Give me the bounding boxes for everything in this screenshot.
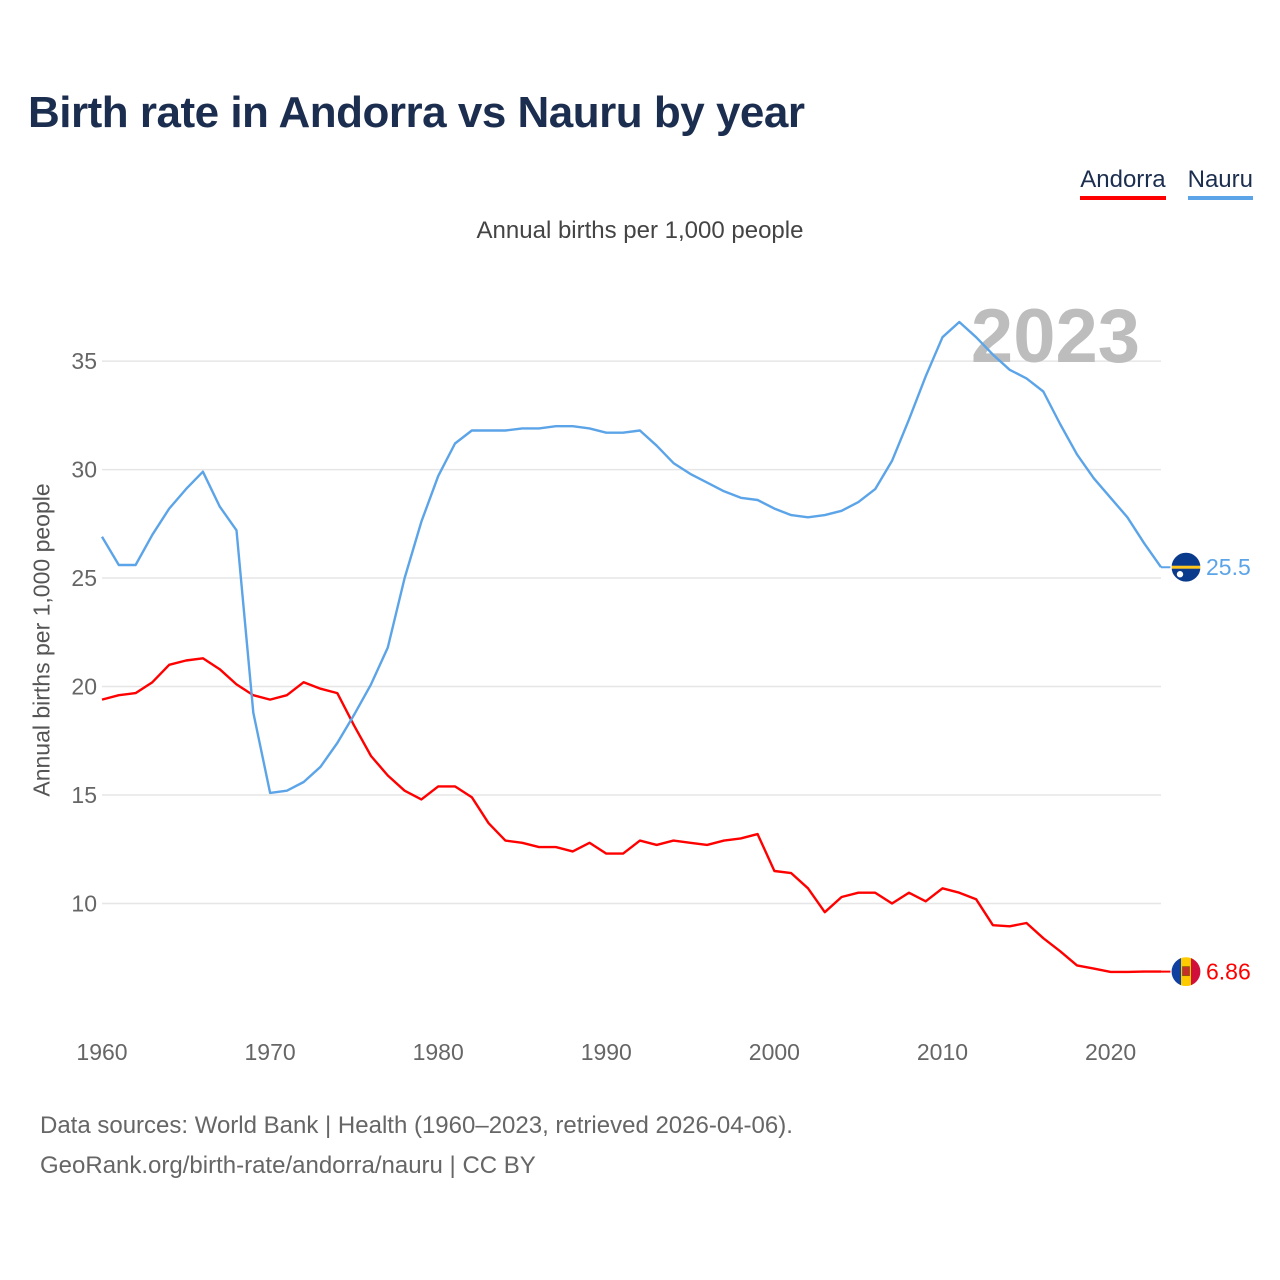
chart-subtitle: Annual births per 1,000 people xyxy=(476,217,804,244)
legend-item-andorra[interactable]: Andorra xyxy=(1080,166,1166,200)
andorra-flag-icon xyxy=(1170,956,1202,988)
source-line-2[interactable]: GeoRank.org/birth-rate/andorra/nauru | C… xyxy=(40,1152,536,1179)
y-tick-label: 35 xyxy=(71,348,97,374)
chart-title: Birth rate in Andorra vs Nauru by year xyxy=(28,88,805,137)
x-tick-label: 2020 xyxy=(1085,1039,1136,1065)
y-tick-label: 30 xyxy=(71,457,97,483)
year-watermark: 2023 xyxy=(971,294,1140,379)
x-tick-label: 1990 xyxy=(581,1039,632,1065)
y-tick-label: 15 xyxy=(71,782,97,808)
end-value-label-andorra: 6.86 xyxy=(1206,959,1251,985)
end-value-label-nauru: 25.5 xyxy=(1206,554,1251,580)
legend-item-nauru[interactable]: Nauru xyxy=(1187,166,1253,200)
x-tick-label: 2000 xyxy=(749,1039,800,1065)
source-line-1: Data sources: World Bank | Health (1960–… xyxy=(40,1112,793,1139)
y-tick-label: 10 xyxy=(71,891,97,917)
y-tick-label: 20 xyxy=(71,674,97,700)
source-note: Data sources: World Bank | Health (1960–… xyxy=(40,1106,793,1186)
legend: Andorra Nauru xyxy=(1080,166,1253,200)
y-tick-label: 25 xyxy=(71,565,97,591)
series-line-andorra[interactable] xyxy=(101,657,1161,974)
x-tick-label: 1960 xyxy=(76,1039,127,1065)
x-tick-label: 1980 xyxy=(413,1039,464,1065)
nauru-flag-icon xyxy=(1170,551,1202,583)
x-tick-label: 2010 xyxy=(917,1039,968,1065)
x-tick-label: 1970 xyxy=(245,1039,296,1065)
series-line-nauru[interactable] xyxy=(100,320,1162,795)
